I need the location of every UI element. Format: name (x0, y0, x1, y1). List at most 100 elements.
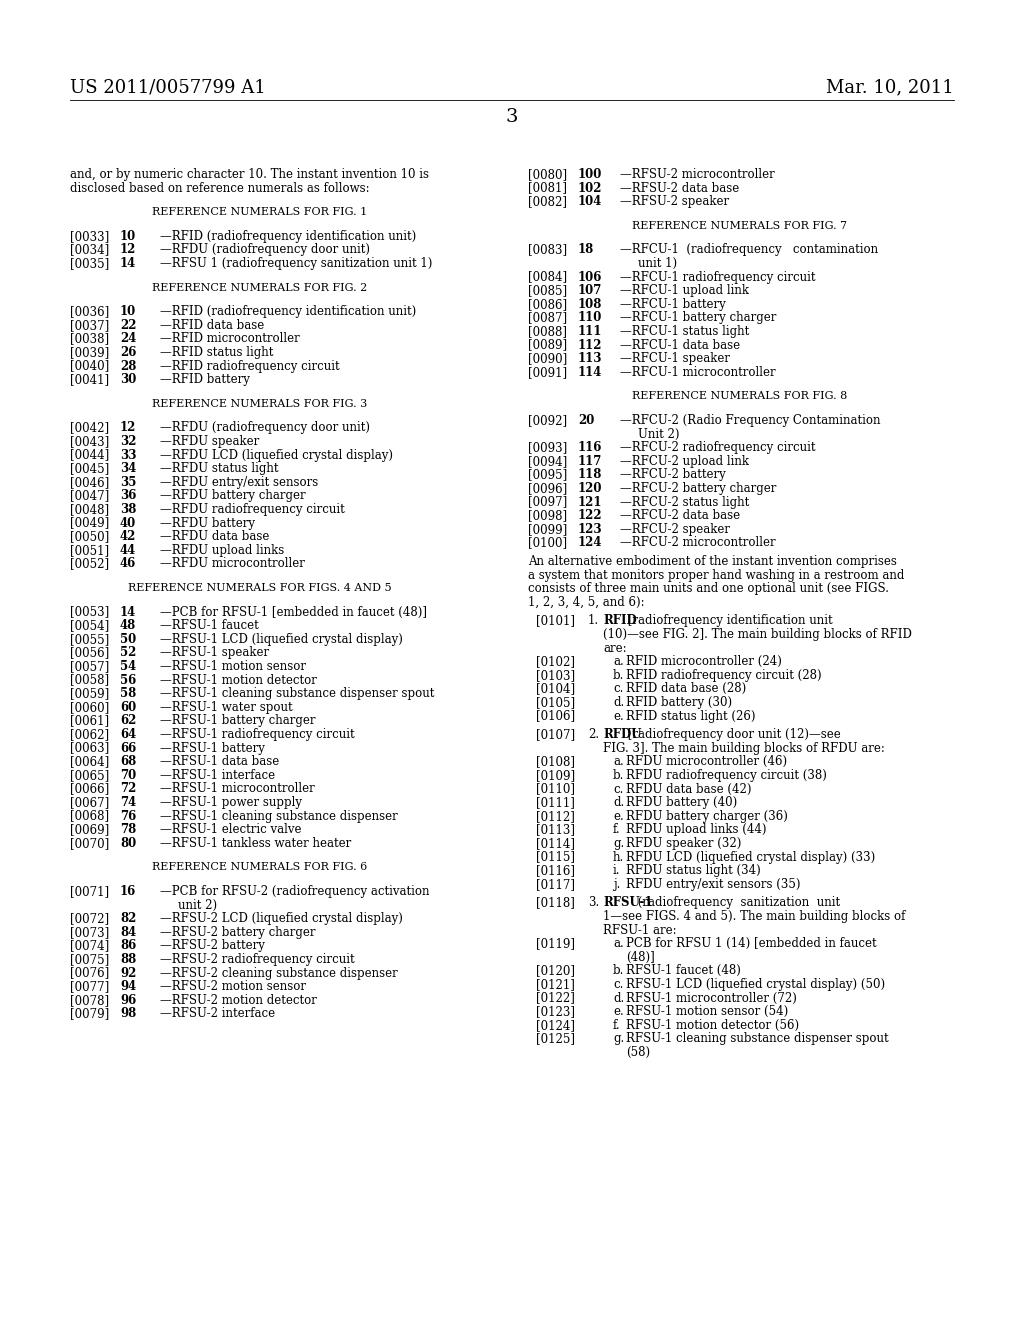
Text: —RFSU-1 motion detector: —RFSU-1 motion detector (160, 673, 316, 686)
Text: [0089]: [0089] (528, 339, 567, 351)
Text: a system that monitors proper hand washing in a restroom and: a system that monitors proper hand washi… (528, 569, 904, 582)
Text: 98: 98 (120, 1007, 136, 1020)
Text: —RFSU-1 power supply: —RFSU-1 power supply (160, 796, 302, 809)
Text: —RFCU-2 data base: —RFCU-2 data base (620, 510, 740, 523)
Text: RFID status light (26): RFID status light (26) (626, 710, 756, 722)
Text: 42: 42 (120, 531, 136, 544)
Text: RFID battery (30): RFID battery (30) (626, 696, 732, 709)
Text: US 2011/0057799 A1: US 2011/0057799 A1 (70, 78, 266, 96)
Text: [0086]: [0086] (528, 298, 567, 310)
Text: [0103]: [0103] (536, 669, 575, 682)
Text: [0082]: [0082] (528, 195, 567, 209)
Text: RFSU-1: RFSU-1 (603, 896, 652, 909)
Text: —RFCU-1 upload link: —RFCU-1 upload link (620, 284, 749, 297)
Text: 102: 102 (578, 182, 602, 194)
Text: RFDU data base (42): RFDU data base (42) (626, 783, 752, 796)
Text: 1, 2, 3, 4, 5, and 6):: 1, 2, 3, 4, 5, and 6): (528, 595, 645, 609)
Text: [0125]: [0125] (536, 1032, 575, 1045)
Text: —RFSU-1 faucet: —RFSU-1 faucet (160, 619, 259, 632)
Text: [0096]: [0096] (528, 482, 567, 495)
Text: [0124]: [0124] (536, 1019, 575, 1032)
Text: 33: 33 (120, 449, 136, 462)
Text: g.: g. (613, 1032, 625, 1045)
Text: 22: 22 (120, 319, 136, 331)
Text: [0064]: [0064] (70, 755, 110, 768)
Text: [0098]: [0098] (528, 510, 567, 523)
Text: g.: g. (613, 837, 625, 850)
Text: [0113]: [0113] (536, 824, 575, 837)
Text: e.: e. (613, 809, 624, 822)
Text: 121: 121 (578, 495, 602, 508)
Text: RFDU battery (40): RFDU battery (40) (626, 796, 737, 809)
Text: —RFSU-2 motion sensor: —RFSU-2 motion sensor (160, 981, 306, 993)
Text: [0118]: [0118] (536, 896, 574, 909)
Text: [radiofrequency identification unit: [radiofrequency identification unit (624, 614, 833, 627)
Text: —RFCU-1 battery charger: —RFCU-1 battery charger (620, 312, 776, 325)
Text: [0057]: [0057] (70, 660, 110, 673)
Text: 24: 24 (120, 333, 136, 346)
Text: An alternative embodiment of the instant invention comprises: An alternative embodiment of the instant… (528, 554, 897, 568)
Text: —RFID (radiofrequency identification unit): —RFID (radiofrequency identification uni… (160, 305, 416, 318)
Text: RFID data base (28): RFID data base (28) (626, 682, 746, 696)
Text: —RFID data base: —RFID data base (160, 319, 264, 331)
Text: 124: 124 (578, 536, 602, 549)
Text: [0067]: [0067] (70, 796, 110, 809)
Text: [0071]: [0071] (70, 884, 110, 898)
Text: —RFCU-1 status light: —RFCU-1 status light (620, 325, 750, 338)
Text: 60: 60 (120, 701, 136, 714)
Text: RFSU-1 microcontroller (72): RFSU-1 microcontroller (72) (626, 991, 797, 1005)
Text: (58): (58) (626, 1045, 650, 1059)
Text: and, or by numeric character 10. The instant invention 10 is: and, or by numeric character 10. The ins… (70, 168, 429, 181)
Text: —RFID microcontroller: —RFID microcontroller (160, 333, 300, 346)
Text: 3: 3 (506, 108, 518, 125)
Text: 86: 86 (120, 940, 136, 953)
Text: [0065]: [0065] (70, 768, 110, 781)
Text: 94: 94 (120, 981, 136, 993)
Text: [0091]: [0091] (528, 366, 567, 379)
Text: [0036]: [0036] (70, 305, 110, 318)
Text: RFSU-1 faucet (48): RFSU-1 faucet (48) (626, 965, 741, 977)
Text: RFSU-1 LCD (liquefied crystal display) (50): RFSU-1 LCD (liquefied crystal display) (… (626, 978, 885, 991)
Text: [0101]: [0101] (536, 614, 575, 627)
Text: 14: 14 (120, 257, 136, 271)
Text: [0054]: [0054] (70, 619, 110, 632)
Text: RFDU: RFDU (603, 729, 641, 742)
Text: —RFSU-2 battery charger: —RFSU-2 battery charger (160, 925, 315, 939)
Text: [0045]: [0045] (70, 462, 110, 475)
Text: [0039]: [0039] (70, 346, 110, 359)
Text: 54: 54 (120, 660, 136, 673)
Text: —RFSU-1 data base: —RFSU-1 data base (160, 755, 280, 768)
Text: 72: 72 (120, 783, 136, 796)
Text: —RFCU-2 upload link: —RFCU-2 upload link (620, 455, 749, 467)
Text: 10: 10 (120, 230, 136, 243)
Text: [0079]: [0079] (70, 1007, 110, 1020)
Text: [0074]: [0074] (70, 940, 110, 953)
Text: 2.: 2. (588, 729, 599, 742)
Text: d.: d. (613, 696, 625, 709)
Text: 76: 76 (120, 809, 136, 822)
Text: RFSU-1 are:: RFSU-1 are: (603, 924, 677, 937)
Text: 18: 18 (578, 243, 594, 256)
Text: [0099]: [0099] (528, 523, 567, 536)
Text: [0073]: [0073] (70, 925, 110, 939)
Text: [0052]: [0052] (70, 557, 110, 570)
Text: [0090]: [0090] (528, 352, 567, 366)
Text: 56: 56 (120, 673, 136, 686)
Text: [0062]: [0062] (70, 729, 110, 741)
Text: [0037]: [0037] (70, 319, 110, 331)
Text: —RFCU-2 battery charger: —RFCU-2 battery charger (620, 482, 776, 495)
Text: —RFCU-1 speaker: —RFCU-1 speaker (620, 352, 730, 366)
Text: 10: 10 (120, 305, 136, 318)
Text: 113: 113 (578, 352, 602, 366)
Text: —RFSU-1 water spout: —RFSU-1 water spout (160, 701, 293, 714)
Text: [0068]: [0068] (70, 809, 110, 822)
Text: —RFCU-2 speaker: —RFCU-2 speaker (620, 523, 730, 536)
Text: [0097]: [0097] (528, 495, 567, 508)
Text: d.: d. (613, 796, 625, 809)
Text: REFERENCE NUMERALS FOR FIG. 3: REFERENCE NUMERALS FOR FIG. 3 (153, 399, 368, 409)
Text: disclosed based on reference numerals as follows:: disclosed based on reference numerals as… (70, 182, 370, 194)
Text: [0056]: [0056] (70, 647, 110, 660)
Text: 26: 26 (120, 346, 136, 359)
Text: 96: 96 (120, 994, 136, 1007)
Text: 16: 16 (120, 884, 136, 898)
